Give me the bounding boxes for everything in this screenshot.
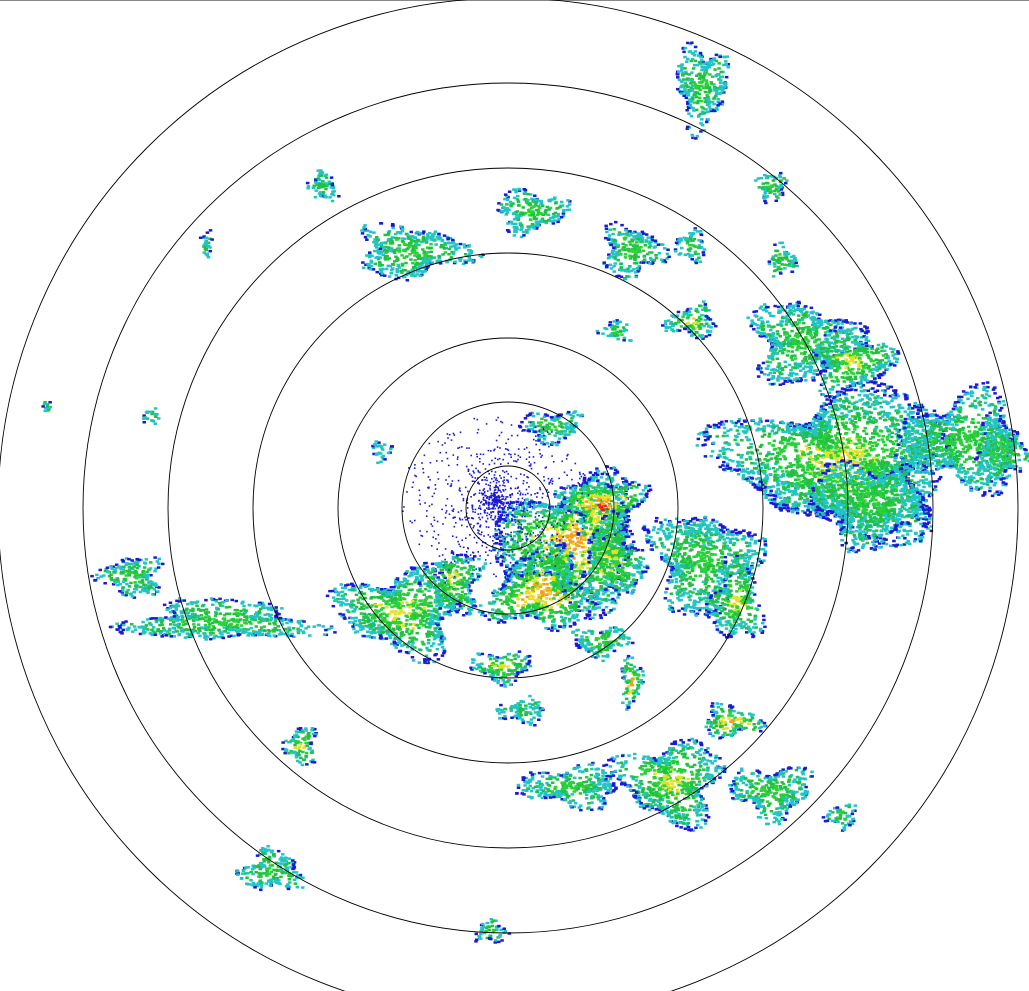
ground-clutter xyxy=(402,416,590,582)
range-ring xyxy=(401,401,615,615)
echo-cell xyxy=(517,410,584,447)
range-ring xyxy=(82,82,934,934)
echo-cell xyxy=(90,556,165,599)
echo-cell xyxy=(767,241,800,278)
echo-cell xyxy=(108,597,337,641)
echo-cell xyxy=(602,220,671,281)
echo-cell xyxy=(728,766,814,826)
echo-cell xyxy=(474,918,512,944)
echo-cell xyxy=(495,694,545,727)
top-border xyxy=(0,0,1029,1)
echo-cell xyxy=(371,440,394,464)
range-ring xyxy=(337,337,679,679)
echo-cell xyxy=(469,650,533,688)
echo-cell xyxy=(579,510,650,604)
echo-cell xyxy=(620,654,646,711)
echo-cell xyxy=(641,515,768,617)
echo-cell xyxy=(198,229,214,259)
echo-cell xyxy=(805,459,943,554)
echo-cell xyxy=(41,401,52,413)
precipitation-echoes xyxy=(41,41,1029,944)
echo-cell xyxy=(661,300,718,340)
echo-cell xyxy=(305,169,341,203)
range-ring xyxy=(465,465,551,551)
echo-cell xyxy=(235,845,305,892)
echo-cell xyxy=(704,702,768,740)
echo-cell xyxy=(595,319,633,342)
range-ring xyxy=(252,252,764,764)
echo-cell xyxy=(281,727,318,767)
echo-cell xyxy=(325,565,463,665)
echo-cell xyxy=(673,227,707,265)
echo-cell xyxy=(360,221,485,282)
echo-cell xyxy=(412,551,488,617)
echo-cell xyxy=(812,326,901,399)
echo-cell xyxy=(675,41,730,140)
echo-cell xyxy=(821,803,858,832)
echo-cell xyxy=(142,407,161,425)
echo-cell xyxy=(754,171,789,205)
echo-cell xyxy=(477,540,601,633)
echo-cell xyxy=(496,187,572,239)
echo-cell xyxy=(607,737,727,832)
echo-cell xyxy=(974,411,1029,485)
echo-cell xyxy=(893,381,1017,498)
echo-cell xyxy=(515,761,618,812)
range-ring xyxy=(167,167,849,849)
